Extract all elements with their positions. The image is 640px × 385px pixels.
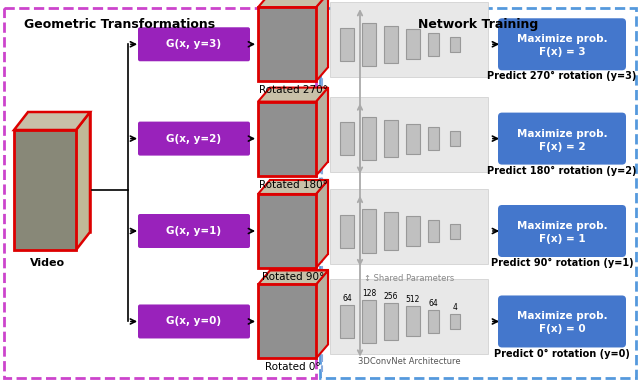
Text: Maximize prob.: Maximize prob. — [516, 221, 607, 231]
Bar — [4, 8, 316, 378]
Polygon shape — [258, 7, 316, 81]
Polygon shape — [270, 88, 328, 162]
Text: Rotated 270°: Rotated 270° — [259, 85, 328, 95]
Polygon shape — [28, 112, 90, 232]
Text: 64: 64 — [342, 294, 352, 303]
Text: Maximize prob.: Maximize prob. — [516, 129, 607, 139]
FancyBboxPatch shape — [138, 122, 250, 156]
Text: F(x) = 0: F(x) = 0 — [539, 325, 586, 335]
FancyBboxPatch shape — [498, 295, 626, 348]
Bar — [428, 33, 439, 56]
Polygon shape — [316, 271, 328, 358]
Text: F(x) = 2: F(x) = 2 — [539, 142, 586, 152]
Text: F(x) = 3: F(x) = 3 — [539, 47, 586, 57]
FancyBboxPatch shape — [138, 27, 250, 61]
FancyBboxPatch shape — [498, 112, 626, 165]
Text: Predict 180° rotation (y=2): Predict 180° rotation (y=2) — [487, 166, 637, 176]
FancyBboxPatch shape — [138, 305, 250, 338]
Polygon shape — [258, 194, 316, 268]
Bar — [330, 189, 488, 264]
Text: Predict 90° rotation (y=1): Predict 90° rotation (y=1) — [491, 258, 634, 268]
Text: Geometric Transformations: Geometric Transformations — [24, 18, 216, 31]
Polygon shape — [270, 0, 328, 67]
Bar — [384, 26, 398, 63]
Bar — [406, 124, 420, 154]
Text: Maximize prob.: Maximize prob. — [516, 34, 607, 44]
FancyBboxPatch shape — [138, 214, 250, 248]
Bar — [406, 306, 420, 336]
Bar — [362, 117, 376, 160]
Bar — [428, 310, 439, 333]
Polygon shape — [258, 180, 328, 194]
Bar — [406, 216, 420, 246]
Bar — [340, 214, 354, 248]
Bar — [406, 29, 420, 59]
Bar — [340, 28, 354, 61]
Text: Rotated 0°: Rotated 0° — [265, 362, 321, 372]
Bar — [362, 300, 376, 343]
Polygon shape — [258, 88, 328, 102]
Text: ↕ Shared Parameters: ↕ Shared Parameters — [364, 274, 454, 283]
FancyBboxPatch shape — [498, 18, 626, 70]
Text: Maximize prob.: Maximize prob. — [516, 311, 607, 321]
Polygon shape — [316, 0, 328, 81]
Text: Network Training: Network Training — [418, 18, 538, 31]
Polygon shape — [270, 180, 328, 254]
FancyBboxPatch shape — [498, 205, 626, 257]
Bar — [450, 37, 460, 52]
Bar — [384, 303, 398, 340]
Bar — [384, 213, 398, 249]
Bar — [330, 280, 488, 355]
Text: 128: 128 — [362, 289, 376, 298]
Text: 4: 4 — [452, 303, 458, 312]
Text: G(x, y=0): G(x, y=0) — [166, 316, 221, 326]
Text: 64: 64 — [429, 299, 438, 308]
Polygon shape — [14, 112, 90, 130]
Text: Rotated 180°: Rotated 180° — [259, 179, 328, 189]
Bar — [384, 120, 398, 157]
Bar — [428, 219, 439, 243]
Text: G(x, y=3): G(x, y=3) — [166, 39, 221, 49]
Text: Predict 0° rotation (y=0): Predict 0° rotation (y=0) — [494, 348, 630, 358]
Bar — [330, 2, 488, 77]
Bar — [450, 314, 460, 329]
Bar — [362, 23, 376, 66]
Polygon shape — [76, 112, 90, 250]
Bar — [450, 131, 460, 146]
Text: F(x) = 1: F(x) = 1 — [539, 234, 586, 244]
Bar — [362, 209, 376, 253]
Text: Rotated 90°: Rotated 90° — [262, 272, 324, 282]
Bar — [450, 224, 460, 238]
Text: Video: Video — [29, 258, 65, 268]
Text: 3DConvNet Architecture: 3DConvNet Architecture — [358, 358, 460, 367]
Polygon shape — [316, 180, 328, 268]
Polygon shape — [258, 285, 316, 358]
Text: 256: 256 — [384, 292, 398, 301]
Polygon shape — [258, 102, 316, 176]
Text: 512: 512 — [406, 295, 420, 305]
Polygon shape — [258, 271, 328, 285]
Polygon shape — [14, 130, 76, 250]
Polygon shape — [316, 88, 328, 176]
Text: Predict 270° rotation (y=3): Predict 270° rotation (y=3) — [487, 71, 637, 81]
Bar — [320, 8, 636, 378]
Polygon shape — [270, 271, 328, 345]
Bar — [330, 97, 488, 172]
Text: G(x, y=2): G(x, y=2) — [166, 134, 221, 144]
Bar — [340, 122, 354, 155]
Bar — [428, 127, 439, 150]
Polygon shape — [258, 0, 328, 7]
Text: G(x, y=1): G(x, y=1) — [166, 226, 221, 236]
Bar — [340, 305, 354, 338]
